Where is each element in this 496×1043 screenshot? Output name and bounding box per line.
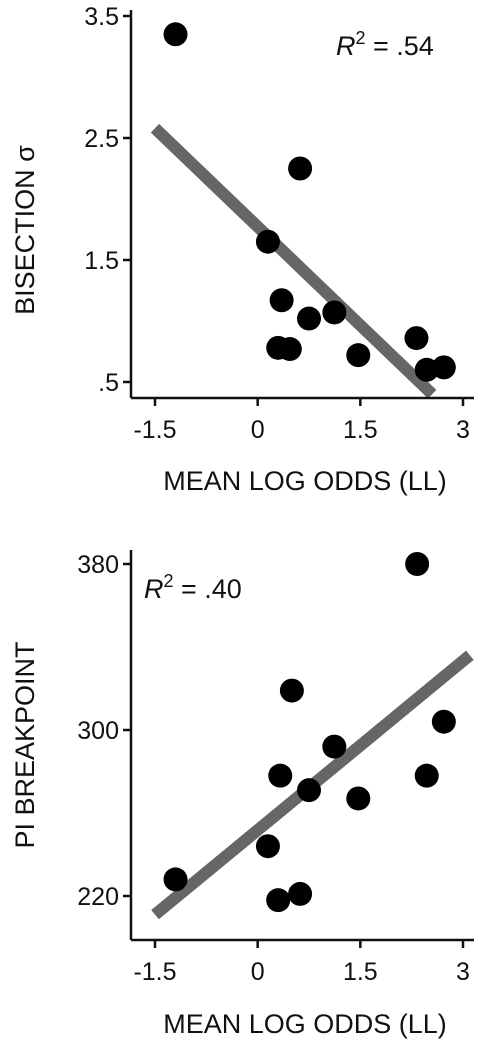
r-squared-annotation: R2 = .40 (144, 571, 242, 604)
x-tick-label: -1.5 (133, 416, 176, 444)
y-tick-label: 3.5 (84, 3, 119, 31)
data-point-8 (322, 734, 347, 759)
data-point-1 (163, 867, 188, 892)
y-axis-label: BISECTION σ (10, 145, 40, 315)
x-tick-label: 1.5 (343, 416, 378, 444)
y-tick-label: 2.5 (84, 125, 119, 153)
r-squared-sup: 2 (164, 571, 174, 591)
data-point-12 (431, 709, 456, 734)
x-tick-label: 3 (456, 958, 470, 986)
x-tick-label: 3 (456, 416, 470, 444)
data-point-6 (288, 881, 313, 906)
data-point-10 (405, 552, 430, 576)
data-point-2 (255, 229, 280, 254)
data-point-5 (279, 678, 304, 703)
data-point-1 (163, 22, 188, 47)
r-squared-var: R (336, 31, 356, 61)
x-tick-label: 0 (251, 958, 265, 986)
x-tick-label: 1.5 (343, 958, 378, 986)
data-point-11 (414, 763, 439, 788)
x-tick-label: 0 (251, 416, 265, 444)
y-axis-label: PI BREAKPOINT (10, 641, 40, 848)
data-point-3 (269, 288, 294, 313)
data-point-8 (322, 300, 347, 325)
y-tick-label: 300 (77, 717, 119, 745)
x-tick-label: -1.5 (133, 958, 176, 986)
data-point-5 (277, 337, 302, 362)
x-axis-label: MEAN LOG ODDS (LL) (163, 466, 447, 496)
data-point-4 (268, 763, 293, 788)
y-tick-label: .5 (98, 369, 119, 397)
r-squared-annotation: R2 = .54 (336, 28, 434, 61)
data-point-2 (255, 834, 280, 859)
y-tick-label: 1.5 (84, 247, 119, 275)
data-point-6 (288, 156, 313, 181)
data-point-9 (346, 343, 371, 368)
bisection-panel: .5 1.5 2.5 3.5 -1.5 0 1.5 3 MEAN LOG ODDS (LL)… (10, 3, 474, 496)
x-axis-label: MEAN LOG ODDS (LL) (163, 1009, 447, 1039)
data-point-7 (297, 306, 321, 331)
r-squared-sup: 2 (356, 28, 366, 48)
y-tick-label: 220 (77, 883, 119, 911)
pi-breakpoint-panel: 220 300 380 -1.5 0 1.5 3 MEAN LOG ODDS (LL) P… (10, 550, 474, 1039)
y-tick-label: 380 (77, 551, 119, 579)
data-point-9 (346, 786, 371, 811)
r-squared-var: R (144, 574, 164, 604)
r-squared-value: = .54 (366, 31, 434, 61)
regression-line (150, 123, 437, 399)
data-point-7 (297, 778, 321, 803)
data-point-12 (431, 355, 456, 380)
r-squared-value: = .40 (174, 574, 242, 604)
data-point-10 (404, 326, 429, 351)
data-point-3 (266, 888, 291, 913)
